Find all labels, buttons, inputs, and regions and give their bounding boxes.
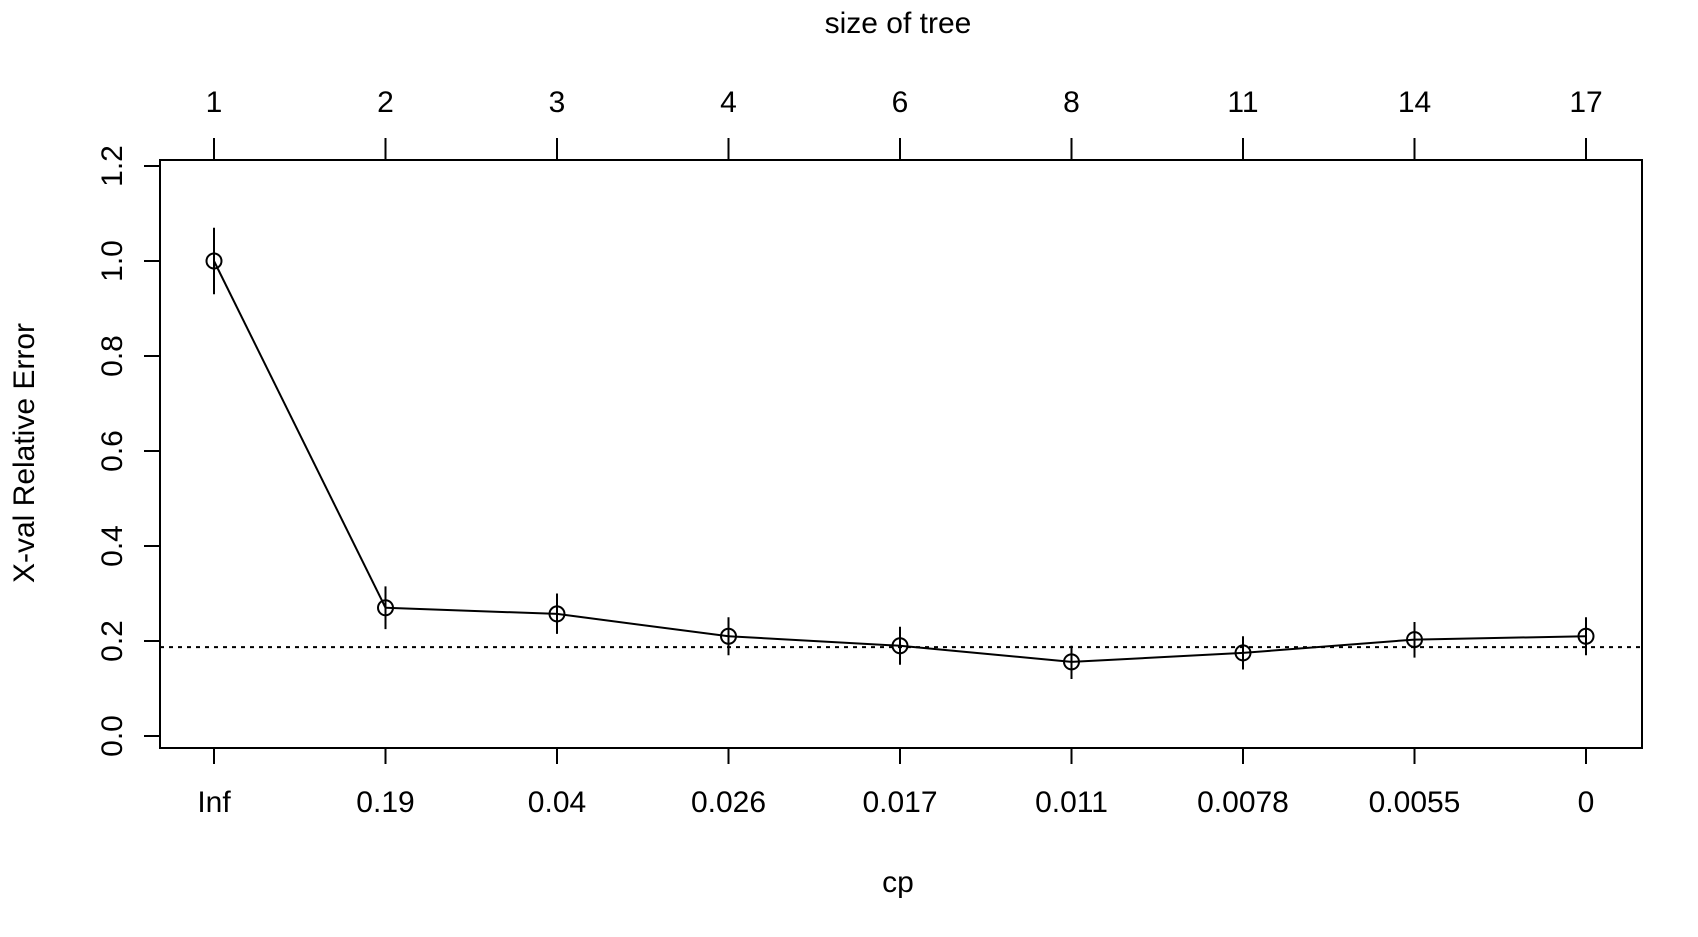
y-tick-label: 0.2 xyxy=(96,620,129,662)
series-line-segment xyxy=(1071,651,1244,663)
series-line-segment xyxy=(556,612,729,638)
y-tick-label: 0.4 xyxy=(96,525,129,567)
x-tick-label: 0.0055 xyxy=(1369,786,1461,819)
series-line-segment xyxy=(1414,635,1587,641)
data-point xyxy=(720,627,737,645)
series-line-segment xyxy=(899,644,1072,663)
data-point xyxy=(891,637,909,655)
x-tick-label: 0.017 xyxy=(862,786,937,819)
top-tick-label: 14 xyxy=(1398,86,1431,119)
x-tick-label: 0.026 xyxy=(691,786,766,819)
x-axis-label: cp xyxy=(882,866,914,899)
top-axis-label: size of tree xyxy=(825,7,972,40)
top-tick-label: 4 xyxy=(720,86,737,119)
top-tick-label: 3 xyxy=(549,86,566,119)
x-tick-label: 0.19 xyxy=(356,786,414,819)
x-tick-label: Inf xyxy=(197,786,231,819)
top-tick-label: 11 xyxy=(1227,86,1258,119)
y-tick-label: 0.6 xyxy=(96,430,129,472)
series-line-segment xyxy=(385,606,558,615)
x-tick-label: 0.011 xyxy=(1035,786,1108,819)
data-point xyxy=(1063,653,1080,671)
series-line-segment xyxy=(213,260,387,609)
top-tick-label: 2 xyxy=(377,86,394,119)
x-tick-label: 0.0078 xyxy=(1197,786,1289,819)
top-tick-label: 17 xyxy=(1569,86,1602,119)
data-point xyxy=(1577,627,1595,645)
data-point xyxy=(1406,631,1423,649)
series-line-segment xyxy=(1242,638,1415,654)
series-line-segment xyxy=(728,635,901,647)
y-tick-label: 0.8 xyxy=(96,335,129,377)
y-tick-label: 1.0 xyxy=(96,240,129,282)
x-tick-label: 0.04 xyxy=(528,786,586,819)
top-tick-label: 6 xyxy=(892,86,909,119)
y-tick-label: 1.2 xyxy=(96,145,129,187)
data-point xyxy=(1234,644,1252,662)
data-point xyxy=(377,599,394,617)
y-tick-label: 0.0 xyxy=(96,715,129,757)
y-axis-label: X-val Relative Error xyxy=(8,323,41,583)
data-point xyxy=(548,605,566,623)
x-tick-label: 0 xyxy=(1578,786,1595,819)
top-tick-label: 8 xyxy=(1063,86,1080,119)
data-point xyxy=(205,252,223,270)
top-tick-label: 1 xyxy=(206,86,223,119)
